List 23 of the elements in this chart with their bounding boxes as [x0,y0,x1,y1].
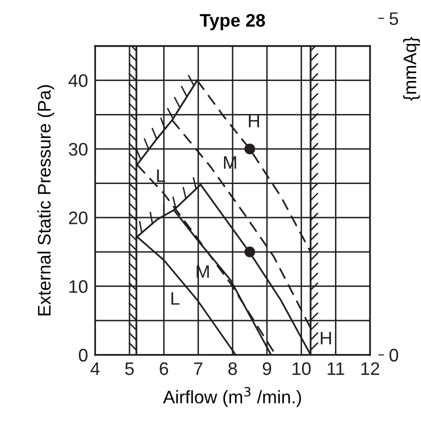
annotation: H [248,114,259,128]
y-tick-label: 20 [69,212,88,224]
annotation: H [320,332,331,344]
y-tick-label: 30 [68,142,88,156]
y2-tick-label: 5 [390,12,398,26]
x-tick-label: 5 [125,362,134,376]
x-tick-label: 4 [90,362,100,375]
y2-axis-title: {mmAq} [403,37,420,101]
y-tick-label: 0 [78,348,88,362]
y-axis-title: External Static Pressure (Pa) [37,85,54,316]
x-tick-label: 10 [292,362,311,376]
y2-tick-label: 0 [390,348,398,362]
x-tick-label: 11 [328,362,344,375]
x-tick-label: 6 [160,362,168,376]
x-axis-title: Airflow (m$^{3}$ /min.) [163,386,301,407]
x-tick-label: 9 [262,362,272,376]
x-tick-label: 8 [228,362,237,376]
y-tick-label: 10 [69,280,88,293]
x-tick-label: 7 [194,362,202,375]
chart-title: Type 28 [200,14,266,30]
annotation: L [171,292,180,305]
x-tick-label: 12 [361,362,380,375]
y-tick-label: 40 [68,74,88,88]
